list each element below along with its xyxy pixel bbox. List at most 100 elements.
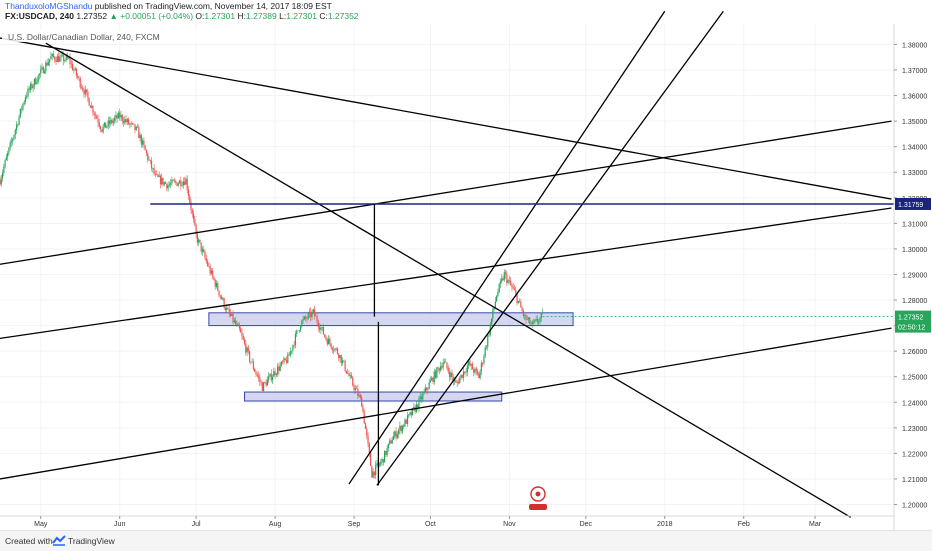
- candle-body: [412, 407, 414, 415]
- candle-body: [398, 430, 400, 435]
- candle-body: [385, 450, 387, 455]
- candle-body: [32, 85, 34, 89]
- candle-body: [378, 464, 381, 466]
- candle-body: [510, 280, 512, 285]
- open-value: 1.27301: [204, 11, 236, 21]
- candle-body: [287, 354, 289, 363]
- candle-body: [114, 118, 116, 121]
- candle-body: [271, 376, 274, 381]
- candle-body: [148, 159, 150, 161]
- tradingview-link[interactable]: TradingView: [68, 536, 115, 546]
- price-tick-label: 1.37000: [902, 68, 927, 75]
- candle-body: [478, 373, 480, 379]
- price-tick-label: 1.29000: [902, 272, 927, 279]
- candle-body: [205, 257, 207, 262]
- candle-body: [145, 150, 148, 154]
- time-tick-label: Jun: [114, 521, 125, 528]
- candle-body: [462, 371, 465, 378]
- candle-body: [270, 373, 272, 381]
- candle-body: [518, 301, 521, 302]
- candle-body: [218, 290, 220, 296]
- candle-body: [395, 431, 397, 438]
- candle-body: [192, 213, 195, 220]
- candle-body: [285, 359, 288, 363]
- tradingview-logo-icon[interactable]: [52, 534, 66, 546]
- candle-body: [135, 126, 137, 131]
- candle-body: [246, 347, 248, 353]
- candle-body: [308, 311, 311, 314]
- candle-body: [507, 280, 509, 283]
- candle-body: [335, 348, 337, 350]
- candle-body: [353, 385, 355, 391]
- time-axis[interactable]: May Jun Jul Aug Sep Oct Nov Dec 2018 Feb Mar: [34, 516, 822, 528]
- candle-body: [316, 316, 318, 323]
- candle-body: [3, 166, 5, 173]
- candle-body: [264, 382, 266, 383]
- candle-body: [522, 311, 525, 316]
- candle-body: [232, 314, 234, 323]
- candle-body: [312, 309, 314, 312]
- candle-body: [100, 126, 102, 130]
- candle-body: [345, 370, 347, 374]
- candle-body: [150, 160, 153, 169]
- candle-body: [496, 295, 498, 302]
- candle-body: [245, 343, 247, 353]
- candle-body: [321, 326, 323, 328]
- candle-body: [226, 307, 228, 310]
- candle-body: [373, 471, 376, 476]
- candle-body: [196, 234, 198, 243]
- candle-body: [417, 404, 419, 409]
- candle-body: [130, 122, 132, 124]
- price-tick-label: 1.30000: [902, 247, 927, 254]
- candle-body: [436, 367, 438, 378]
- candle-body: [383, 450, 386, 463]
- candle-body: [527, 317, 530, 320]
- brand-badge: [529, 486, 547, 510]
- candle-body: [36, 82, 38, 85]
- candle-body: [503, 272, 505, 281]
- candle-body: [250, 361, 252, 363]
- candle-body: [516, 293, 518, 304]
- candle-body: [424, 387, 426, 392]
- candle-body: [479, 371, 481, 379]
- candle-body: [341, 360, 344, 364]
- candle-body: [330, 343, 332, 348]
- candle-body: [121, 114, 123, 121]
- candle-body: [487, 335, 489, 347]
- candle-body: [89, 105, 92, 108]
- candle-body: [375, 464, 377, 476]
- time-tick-label: Mar: [809, 521, 822, 528]
- candle-body: [403, 425, 405, 427]
- candle-body: [65, 55, 67, 61]
- candle-body: [358, 395, 360, 396]
- candle-body: [524, 315, 526, 316]
- candle-body: [274, 371, 276, 376]
- low-value: 1.27301: [286, 11, 317, 21]
- price-tick-label: 1.31000: [902, 221, 927, 228]
- candle-body: [320, 327, 322, 330]
- candle-body: [50, 56, 52, 60]
- candle-body: [392, 435, 395, 440]
- author-link[interactable]: ThanduxoloMGShandu: [5, 1, 93, 11]
- candle-body: [173, 180, 176, 182]
- candle-body: [126, 119, 128, 122]
- candle-body: [124, 119, 126, 123]
- candle-body: [357, 388, 359, 396]
- candle-body: [129, 123, 131, 125]
- candle-body: [208, 265, 210, 267]
- candle-body: [201, 249, 204, 252]
- candle-body: [538, 322, 540, 323]
- candle-body: [229, 313, 232, 316]
- candle-body: [488, 334, 490, 336]
- candle-body: [502, 278, 504, 281]
- support-zone: [244, 391, 503, 402]
- candle-body: [324, 334, 326, 337]
- price-tick-label: 1.26000: [902, 349, 927, 356]
- candle-body: [437, 367, 439, 369]
- candle-body: [349, 375, 351, 377]
- last-price-tag: [895, 310, 931, 333]
- candle-body: [464, 371, 466, 373]
- candle-body: [400, 425, 402, 432]
- candle-body: [204, 252, 206, 258]
